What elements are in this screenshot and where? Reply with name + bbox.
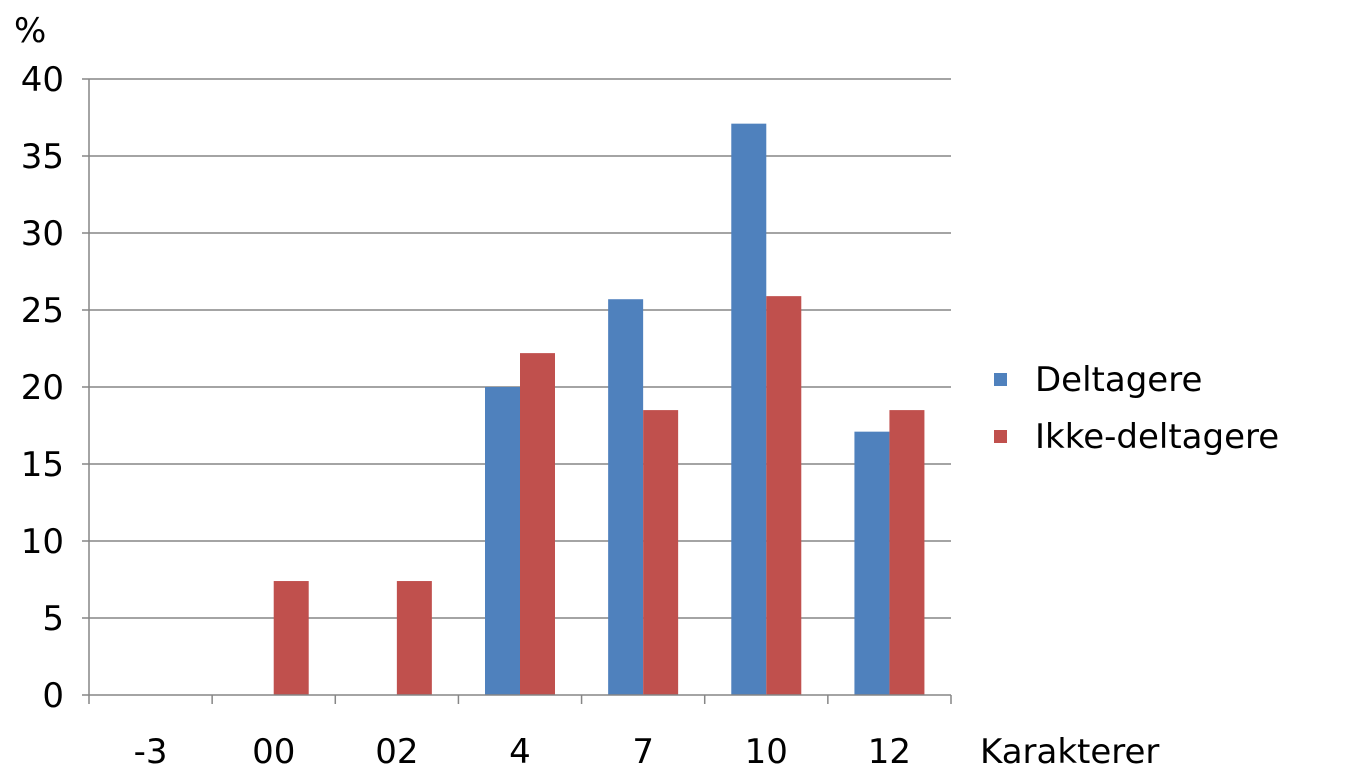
x-tick-label: 02 <box>375 732 418 772</box>
bar-ikke-deltagere-4 <box>643 410 679 695</box>
bar-ikke-deltagere-1 <box>273 581 309 695</box>
y-tick-label: 20 <box>21 368 64 408</box>
bar-deltagere-4 <box>608 299 644 695</box>
y-tick-label: 5 <box>42 599 64 639</box>
bar-ikke-deltagere-3 <box>520 353 555 695</box>
y-tick-label: 0 <box>42 676 64 716</box>
x-axis-label: Karakterer <box>980 732 1159 772</box>
x-tick-label: 00 <box>252 732 295 772</box>
bar-ikke-deltagere-5 <box>766 296 802 695</box>
axes <box>88 79 952 704</box>
x-tick-label: 7 <box>632 732 654 772</box>
x-tick-label: 10 <box>745 732 788 772</box>
bar-deltagere-5 <box>731 123 767 695</box>
y-axis-label: % <box>14 11 46 51</box>
y-tick-label: 25 <box>21 291 64 331</box>
x-tick-label: 12 <box>868 732 911 772</box>
legend-swatch-deltagere <box>994 373 1007 386</box>
legend: Deltagere Ikke-deltagere <box>994 360 1279 457</box>
legend-swatch-ikke-deltagere <box>994 430 1007 443</box>
y-tick-label: 15 <box>21 445 64 485</box>
bars <box>273 123 925 695</box>
legend-label: Deltagere <box>1035 360 1202 400</box>
legend-label: Ikke-deltagere <box>1035 417 1279 457</box>
bar-deltagere-3 <box>485 387 520 695</box>
y-tick-label: 10 <box>21 522 64 562</box>
y-tick-labels: 0 5 10 15 20 25 30 35 40 <box>21 60 64 716</box>
bar-deltagere-6 <box>854 431 890 695</box>
y-tick-label: 40 <box>21 60 64 100</box>
y-tick-label: 30 <box>21 214 64 254</box>
x-tick-label: 4 <box>509 732 531 772</box>
x-tick-labels: -3 00 02 4 7 10 12 <box>134 732 911 772</box>
bar-ikke-deltagere-6 <box>889 410 925 695</box>
bar-ikke-deltagere-2 <box>396 581 432 695</box>
x-tick-label: -3 <box>134 732 168 772</box>
y-tick-label: 35 <box>21 137 64 177</box>
